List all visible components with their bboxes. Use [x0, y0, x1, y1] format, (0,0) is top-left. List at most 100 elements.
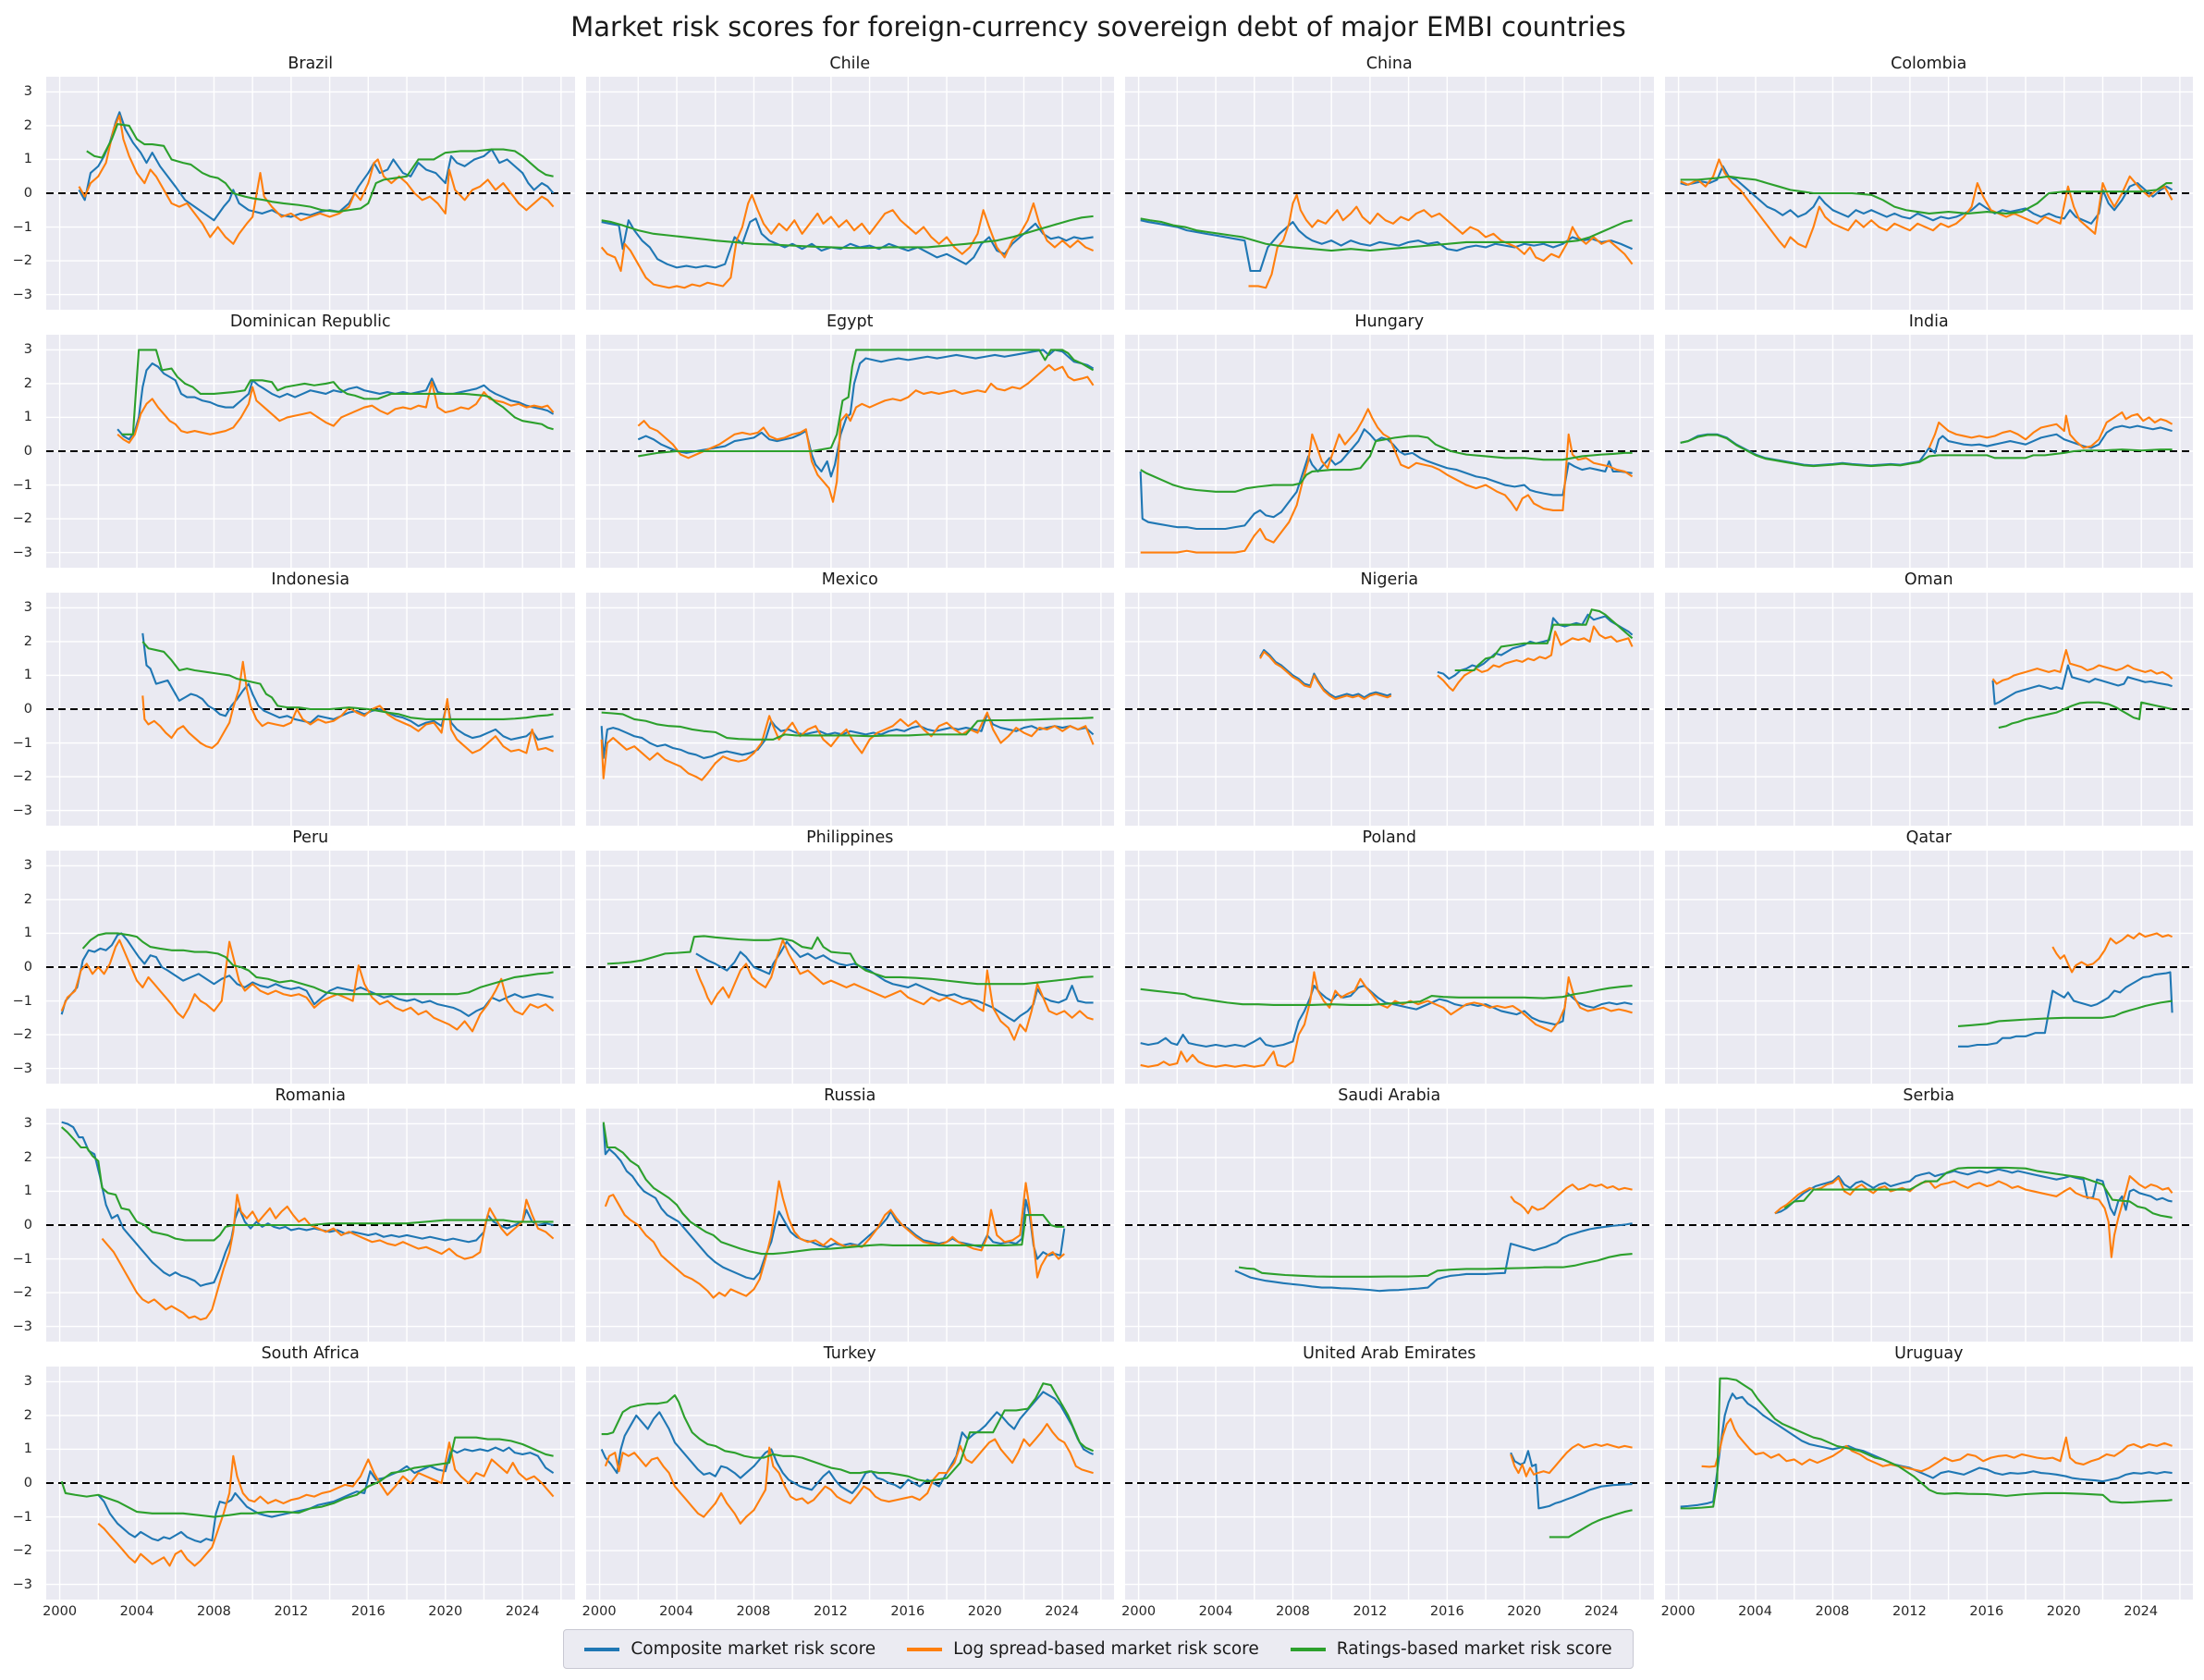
ratings-line — [1958, 1001, 2173, 1026]
y-tick-label: 2 — [23, 375, 32, 391]
x-tick-label: 2024 — [1045, 1604, 1080, 1619]
x-tick-label: 2008 — [197, 1604, 231, 1619]
y-tick-label: −1 — [12, 477, 32, 493]
subplot-title: Russia — [824, 1086, 876, 1105]
subplot-dominican-republic: Dominican Republic — [46, 312, 575, 568]
subplot-poland: Poland — [1125, 828, 1654, 1084]
y-tick-label: 3 — [23, 1374, 32, 1390]
ratings-line — [1784, 1168, 2172, 1218]
y-tick-label: −3 — [12, 545, 32, 560]
y-tick-label: 2 — [23, 1149, 32, 1165]
x-tick-label: 2012 — [274, 1604, 309, 1619]
legend-item-ratings: Ratings-based market risk score — [1290, 1639, 1612, 1659]
y-tick-label: 3 — [23, 342, 32, 358]
y-tick-label: 2 — [23, 633, 32, 649]
figure-title: Market risk scores for foreign-currency … — [570, 11, 1626, 43]
subplot-india: India — [1664, 312, 2194, 568]
y-tick-label: −3 — [12, 1576, 32, 1592]
y-tick-label: −3 — [12, 803, 32, 818]
legend-box: Composite market risk score Log spread-b… — [563, 1629, 1634, 1669]
ratings-line — [1549, 1510, 1633, 1537]
composite-line — [601, 1392, 1093, 1493]
y-axis-gutter: 3 2 1 0 −1 −2 −3 — [4, 54, 35, 310]
ratings-line — [638, 349, 1093, 456]
composite-line — [62, 1122, 554, 1286]
composite-line — [601, 714, 1093, 757]
log_spread-line — [601, 195, 1093, 288]
plot-area — [1665, 335, 2194, 568]
y-tick-label: 1 — [23, 926, 32, 941]
subplot-title: Indonesia — [271, 570, 350, 589]
composite-line — [1680, 426, 2172, 466]
subplot-title: Nigeria — [1360, 570, 1419, 589]
log_spread-line — [1249, 195, 1633, 288]
subplot-united-arab-emirates: United Arab Emirates — [1125, 1343, 1654, 1600]
ratings-line — [83, 933, 554, 994]
panels-grid: 3 2 1 0 −1 −2 −3 Brazil Chile China Colombia 3 2 1 0 −1… — [4, 54, 2193, 1600]
subplot-title: Qatar — [1905, 828, 1952, 847]
composite-line — [79, 112, 553, 220]
plot-area — [1125, 77, 1654, 310]
ratings-line — [121, 349, 553, 434]
ratings-line — [606, 936, 1093, 984]
y-tick-label: 0 — [23, 702, 32, 717]
log_spread-line — [1701, 1419, 2172, 1472]
x-tick-label: 2024 — [505, 1604, 540, 1619]
y-tick-label: −1 — [12, 735, 32, 751]
subplot-china: China — [1125, 54, 1654, 310]
y-tick-label: 3 — [23, 600, 32, 616]
ratings-line — [1141, 218, 1633, 251]
ratings-line — [601, 216, 1093, 248]
legend-label-log-spread: Log spread-based market risk score — [953, 1639, 1259, 1659]
y-axis-gutter: 3 2 1 0 −1 −2 −3 — [4, 312, 35, 568]
subplot-title: Philippines — [806, 828, 894, 847]
subplot-brazil: Brazil — [46, 54, 575, 310]
subplot-mexico: Mexico — [585, 570, 1114, 826]
ratings-line — [62, 1127, 554, 1240]
composite-line — [1260, 650, 1391, 697]
composite-line — [117, 363, 553, 439]
plot-area — [46, 593, 575, 826]
plot-area — [1125, 593, 1654, 826]
log_spread-line — [102, 1195, 553, 1319]
ratings-line — [1998, 703, 2172, 728]
x-tick-labels: 2000 2004 2008 2012 2016 2020 2024 — [43, 1600, 575, 1625]
y-tick-label: 2 — [23, 117, 32, 133]
subplot-oman: Oman — [1664, 570, 2194, 826]
subplot-title: United Arab Emirates — [1303, 1344, 1476, 1363]
plot-area — [46, 335, 575, 568]
y-tick-label: 0 — [23, 960, 32, 975]
subplot-title: Uruguay — [1894, 1344, 1964, 1363]
log_spread-line — [2052, 933, 2172, 972]
log_spread-line — [79, 116, 553, 244]
y-tick-label: 1 — [23, 152, 32, 167]
plot-area — [1665, 593, 2194, 826]
plot-area — [586, 1109, 1115, 1342]
y-axis-gutter: 3 2 1 0 −1 −2 −3 — [4, 570, 35, 826]
composite-line — [1680, 1393, 2172, 1506]
log_spread-line — [1511, 1444, 1632, 1477]
subplot-serbia: Serbia — [1664, 1085, 2193, 1342]
log_spread-line — [605, 1182, 1063, 1298]
plot-area — [586, 851, 1115, 1084]
plot-area — [1665, 851, 2194, 1084]
plot-area — [46, 1109, 575, 1342]
subplot-title: Hungary — [1354, 313, 1425, 331]
x-tick-labels: 2000 2004 2008 2012 2016 2020 2024 — [1121, 1600, 1654, 1625]
x-tick-label: 2004 — [659, 1604, 693, 1619]
composite-line — [1958, 972, 2173, 1046]
plot-area — [586, 77, 1115, 310]
subplot-title: Poland — [1362, 828, 1416, 847]
y-tick-label: −2 — [12, 511, 32, 527]
log_spread-line — [1511, 1184, 1632, 1213]
ratings-line — [87, 124, 554, 212]
plot-area — [586, 335, 1115, 568]
y-tick-label: −2 — [12, 769, 32, 785]
ratings-line — [601, 1383, 1093, 1481]
subplot-romania: Romania — [46, 1085, 575, 1342]
x-tick-label: 2024 — [1584, 1604, 1619, 1619]
plot-area — [1125, 851, 1654, 1084]
y-tick-label: −3 — [12, 1318, 32, 1334]
log_spread-line — [1992, 650, 2172, 684]
composite-line — [1774, 1170, 2172, 1215]
